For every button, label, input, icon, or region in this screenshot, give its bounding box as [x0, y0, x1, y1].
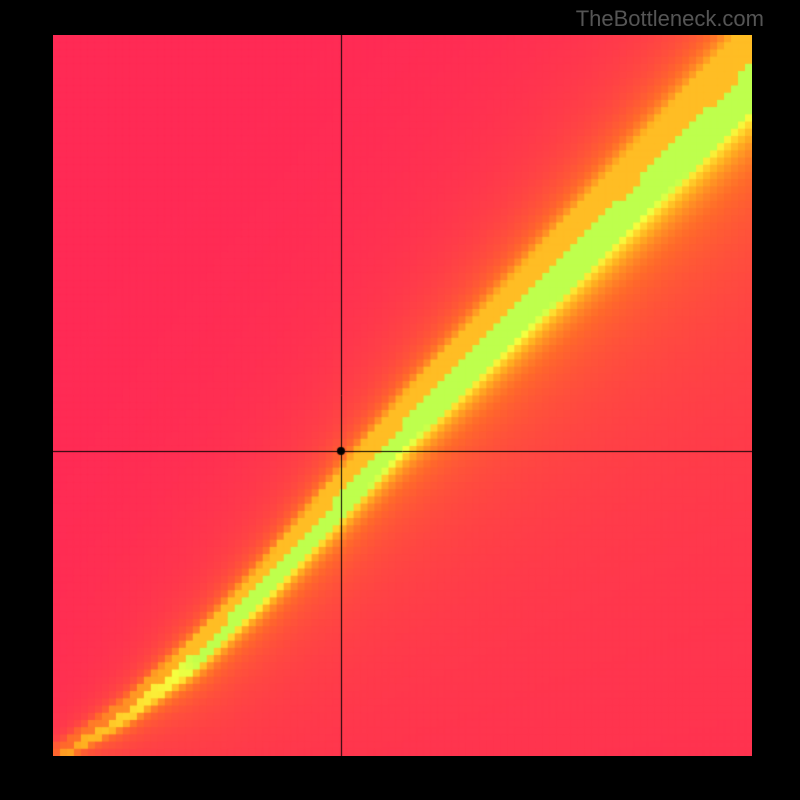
watermark-text: TheBottleneck.com [576, 6, 764, 32]
crosshair-overlay [53, 35, 752, 756]
chart-container: TheBottleneck.com [0, 0, 800, 800]
